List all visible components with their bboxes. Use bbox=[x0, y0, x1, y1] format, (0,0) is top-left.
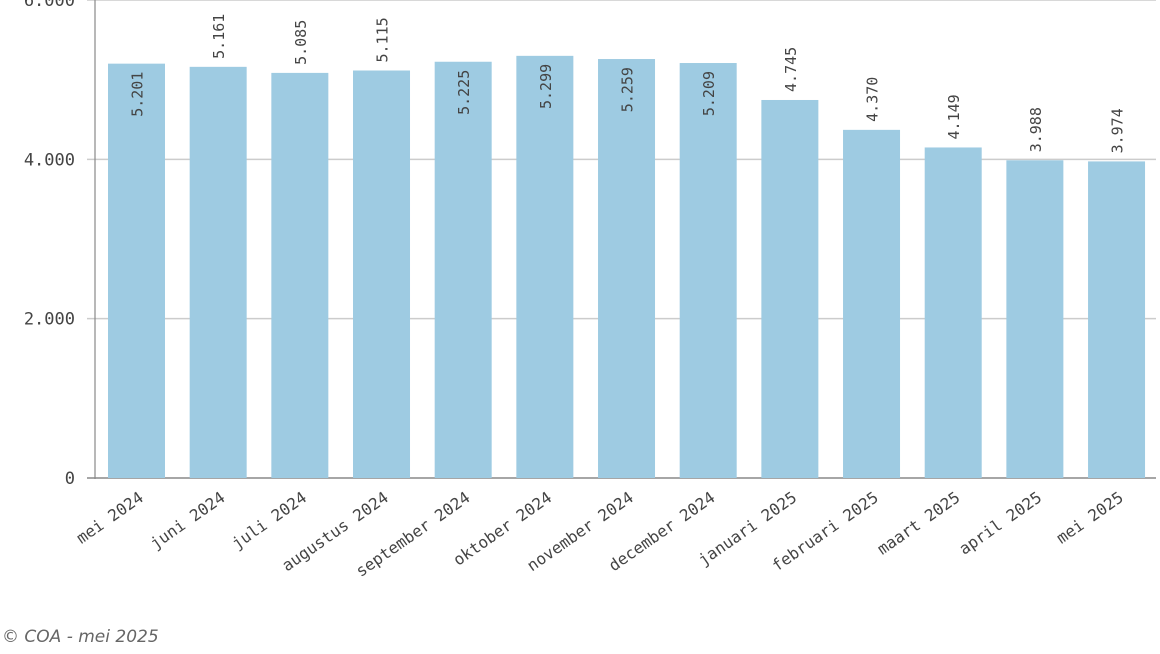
x-category-label: mei 2025 bbox=[1053, 488, 1127, 548]
data-label: 5.085 bbox=[292, 20, 310, 65]
data-label: 5.259 bbox=[619, 67, 637, 112]
data-label: 4.370 bbox=[864, 77, 882, 122]
data-label: 4.745 bbox=[782, 47, 800, 92]
x-category-label: juli 2024 bbox=[228, 488, 310, 553]
y-tick-label: 4.000 bbox=[24, 150, 75, 170]
source-credit: © COA - mei 2025 bbox=[2, 627, 159, 647]
bar bbox=[108, 63, 165, 479]
bar bbox=[598, 59, 656, 479]
bar bbox=[1088, 161, 1146, 478]
bar bbox=[1006, 160, 1064, 478]
data-label: 3.988 bbox=[1027, 107, 1045, 152]
y-axis-tick-labels: 0 2.000 4.000 6.000 bbox=[24, 0, 75, 489]
bar bbox=[353, 70, 411, 478]
bar bbox=[434, 61, 492, 478]
bars bbox=[108, 55, 1146, 479]
x-category-label: april 2025 bbox=[955, 488, 1045, 559]
bar bbox=[761, 99, 819, 479]
data-label: 5.161 bbox=[210, 14, 228, 59]
y-tick-label: 2.000 bbox=[24, 310, 75, 330]
data-label: 5.115 bbox=[374, 17, 392, 62]
bar bbox=[679, 63, 737, 479]
y-tick-label: 6.000 bbox=[24, 0, 75, 11]
bar bbox=[271, 72, 329, 479]
bar bbox=[189, 66, 247, 478]
data-label: 3.974 bbox=[1109, 108, 1127, 153]
data-label: 5.209 bbox=[700, 71, 718, 116]
data-labels: 5.201 5.161 5.085 5.115 5.225 5.299 5.259 5.209… bbox=[129, 14, 1127, 154]
x-category-label: maart 2025 bbox=[874, 488, 964, 559]
x-category-label: juni 2024 bbox=[147, 488, 229, 553]
bar bbox=[516, 55, 574, 478]
data-label: 5.299 bbox=[537, 64, 555, 109]
bar bbox=[843, 129, 901, 478]
y-tick-label: 0 bbox=[65, 469, 75, 489]
data-label: 4.149 bbox=[945, 94, 963, 139]
x-category-label: mei 2024 bbox=[73, 488, 147, 548]
data-label: 5.201 bbox=[129, 72, 147, 117]
bar bbox=[924, 147, 982, 478]
data-label: 5.225 bbox=[455, 70, 473, 115]
